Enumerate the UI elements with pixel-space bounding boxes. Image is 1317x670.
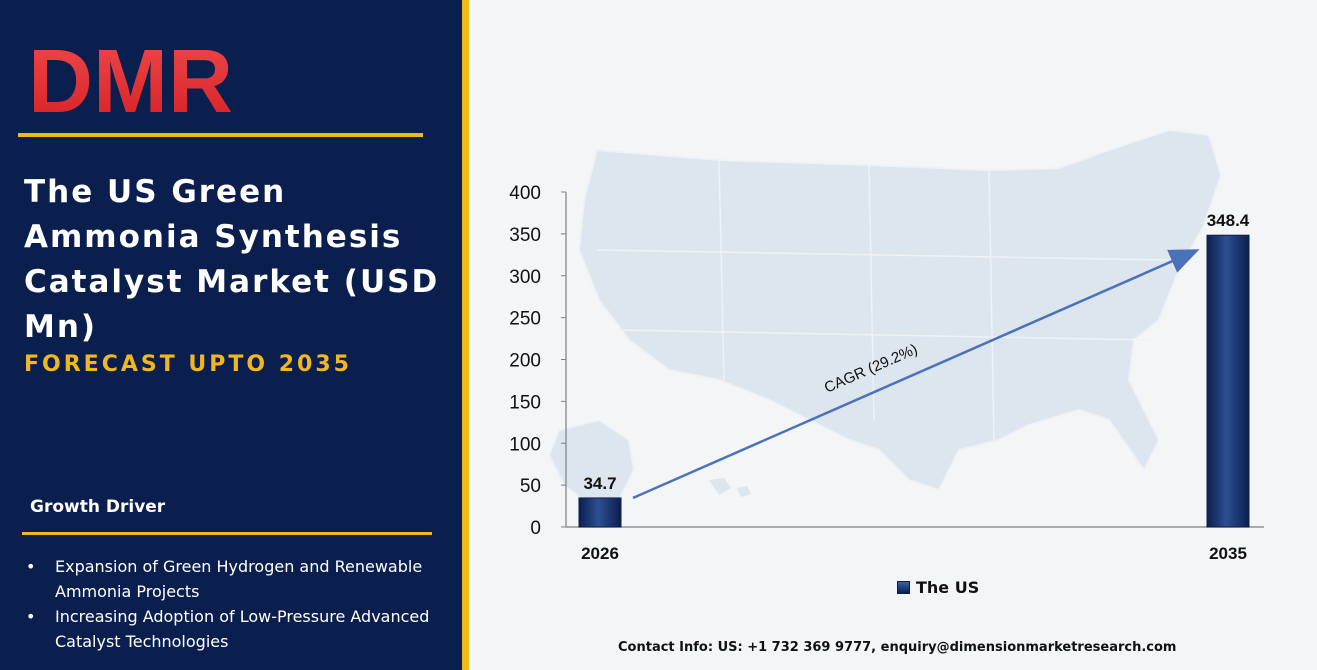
logo-text: DMR [28, 38, 233, 118]
y-tick-label: 300 [509, 267, 541, 288]
info-panel: DMR The US Green Ammonia Synthesis Catal… [0, 0, 462, 670]
growth-driver-item: Expansion of Green Hydrogen and Renewabl… [26, 554, 446, 604]
dmr-logo: DMR [28, 38, 233, 118]
chart-legend: The US [897, 578, 979, 597]
data-label: 348.4 [1207, 211, 1250, 230]
cagr-arrow [632, 249, 1200, 500]
page-subtitle: FORECAST UPTO 2035 [24, 352, 352, 377]
y-tick-label: 50 [520, 476, 541, 497]
data-label: 34.7 [583, 474, 616, 493]
contact-info: Contact Info: US: +1 732 369 9777, enqui… [618, 640, 1177, 655]
y-tick-label: 150 [509, 392, 541, 413]
legend-swatch [897, 581, 910, 594]
x-tick-label: 2035 [1209, 544, 1247, 563]
logo-divider [18, 133, 423, 137]
growth-driver-divider [22, 532, 432, 535]
bar-chart: 0 50 100 150 200 250 300 350 400 34.7 2026 348.4 20… [509, 128, 1264, 563]
accent-divider [462, 0, 469, 670]
page-title: The US Green Ammonia Synthesis Catalyst … [24, 174, 440, 345]
y-tick-label: 0 [530, 518, 541, 539]
legend-label: The US [916, 578, 980, 597]
y-tick-label: 100 [509, 434, 541, 455]
growth-driver-list: Expansion of Green Hydrogen and Renewabl… [26, 554, 446, 654]
usa-map-icon [547, 128, 1223, 507]
bar [1206, 234, 1250, 528]
bar [578, 497, 622, 528]
y-tick-label: 200 [509, 351, 541, 372]
y-tick-label: 400 [509, 183, 541, 204]
growth-driver-item: Increasing Adoption of Low-Pressure Adva… [26, 604, 446, 654]
x-tick-label: 2026 [581, 544, 619, 563]
growth-driver-heading: Growth Driver [30, 497, 166, 517]
chart-panel: 0 50 100 150 200 250 300 350 400 34.7 2026 348.4 20… [469, 0, 1317, 670]
y-tick-label: 350 [509, 225, 541, 246]
y-tick-label: 250 [509, 309, 541, 330]
